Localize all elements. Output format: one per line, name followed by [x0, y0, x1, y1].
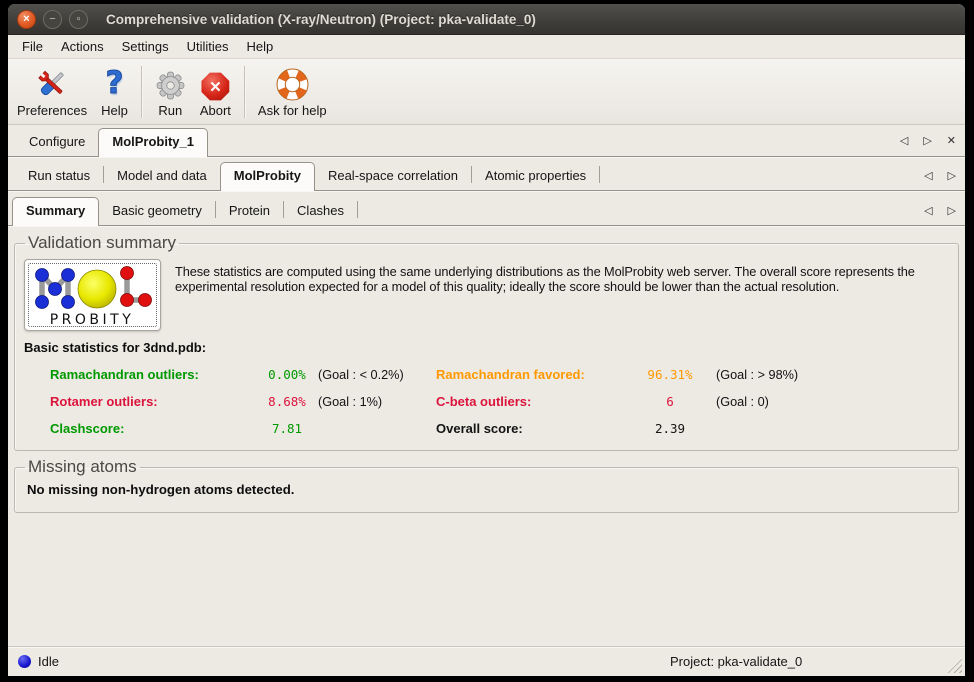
run-button[interactable]: Run — [148, 64, 193, 118]
abort-button[interactable]: ✕ Abort — [193, 64, 238, 118]
result-tab-controls: ◁ ▷ — [924, 160, 956, 190]
preferences-label: Preferences — [17, 103, 88, 118]
tab-summary[interactable]: Summary — [12, 197, 100, 226]
stats-grid: Ramachandran outliers: 0.00% (Goal : < 0… — [50, 367, 949, 436]
stat-goal: (Goal : < 0.2%) — [318, 368, 404, 382]
status-dot-icon — [18, 655, 31, 668]
tab-separator — [599, 166, 601, 183]
tab-separator — [471, 166, 473, 183]
molprobity-tab-bar: Summary Basic geometry Protein Clashes ◁… — [8, 195, 965, 226]
help-label: Help — [101, 103, 128, 118]
tab-model-and-data[interactable]: Model and data — [117, 168, 207, 183]
tab-protein[interactable]: Protein — [228, 203, 271, 218]
tab-clashes[interactable]: Clashes — [297, 203, 345, 218]
stat-goal: (Goal : 1%) — [318, 395, 383, 409]
tab-molprobity[interactable]: MolProbity — [219, 162, 315, 191]
status-text: Idle — [38, 654, 59, 669]
summary-panel: Validation summary — [8, 226, 965, 646]
tools-icon — [35, 64, 69, 101]
stat-value: 8.68% — [268, 394, 306, 409]
validation-summary-title: Validation summary — [28, 233, 177, 252]
missing-atoms-message: No missing non-hydrogen atoms detected. — [27, 482, 295, 497]
tab-scroll-right-icon[interactable]: ▷ — [947, 169, 956, 182]
app-window: × − ▫ Comprehensive validation (X-ray/Ne… — [8, 4, 965, 676]
validation-summary-groupbox: Validation summary — [14, 233, 959, 451]
stat-label: Clashscore: — [50, 421, 125, 436]
resize-grip[interactable] — [947, 658, 962, 673]
toolbar-separator — [140, 66, 142, 118]
tab-separator — [283, 201, 285, 218]
menu-file[interactable]: File — [22, 39, 43, 54]
menu-help[interactable]: Help — [246, 39, 274, 54]
help-button[interactable]: ? Help — [94, 64, 135, 119]
stat-label: Rotamer outliers: — [50, 394, 158, 409]
tab-scroll-left-icon[interactable]: ◁ — [899, 135, 909, 147]
logo-probity-text: PROBITY — [50, 312, 135, 328]
tab-molprobity-1[interactable]: MolProbity_1 — [98, 128, 208, 157]
tab-scroll-left-icon[interactable]: ◁ — [924, 169, 933, 182]
stat-goal: (Goal : 0) — [716, 395, 769, 409]
tab-real-space-correlation[interactable]: Real-space correlation — [327, 168, 459, 183]
missing-atoms-title: Missing atoms — [28, 457, 137, 476]
result-tab-bar: Run status Model and data MolProbity Rea… — [8, 160, 965, 191]
tab-basic-geometry[interactable]: Basic geometry — [112, 203, 202, 218]
statusbar: Idle Project: pka-validate_0 — [8, 646, 965, 676]
summary-description: These statistics are computed using the … — [175, 264, 915, 295]
stat-value: 6 — [666, 394, 674, 409]
tab-atomic-properties[interactable]: Atomic properties — [485, 168, 587, 183]
stat-label: Ramachandran favored: — [436, 367, 585, 382]
ask-for-help-button[interactable]: Ask for help — [251, 64, 334, 118]
stat-label: C-beta outliers: — [436, 394, 532, 409]
gear-icon — [155, 64, 186, 101]
stats-heading: Basic statistics for 3dnd.pdb: — [24, 340, 207, 355]
tab-close-icon[interactable]: ✕ — [946, 135, 956, 147]
tab-scroll-right-icon[interactable]: ▷ — [947, 204, 956, 217]
tab-separator — [357, 201, 359, 218]
run-label: Run — [158, 103, 183, 118]
titlebar: × − ▫ Comprehensive validation (X-ray/Ne… — [8, 4, 965, 35]
window-minimize-button[interactable]: − — [43, 9, 62, 29]
missing-atoms-groupbox: Missing atoms No missing non-hydrogen at… — [14, 457, 959, 513]
abort-icon: ✕ — [201, 64, 230, 101]
molprobity-logo: PROBITY — [24, 259, 161, 331]
window-maximize-button[interactable]: ▫ — [69, 9, 88, 29]
lifebuoy-icon — [276, 64, 309, 101]
top-tab-controls: ◁ ▷ ✕ — [900, 125, 956, 156]
stat-label: Ramachandran outliers: — [50, 367, 199, 382]
ask-for-help-label: Ask for help — [257, 103, 327, 118]
tab-configure[interactable]: Configure — [29, 134, 86, 149]
menubar: File Actions Settings Utilities Help — [8, 35, 965, 59]
preferences-button[interactable]: Preferences — [10, 64, 94, 118]
status-project: Project: pka-validate_0 — [670, 654, 803, 669]
tab-separator — [103, 166, 105, 183]
tab-scroll-right-icon[interactable]: ▷ — [923, 135, 932, 147]
abort-label: Abort — [199, 103, 231, 118]
stat-value: 96.31% — [647, 367, 693, 382]
stat-value: 7.81 — [271, 421, 303, 436]
tab-separator — [214, 201, 216, 218]
menu-actions[interactable]: Actions — [60, 39, 104, 54]
toolbar: Preferences ? Help Run — [8, 59, 965, 125]
stat-value: 2.39 — [654, 421, 686, 436]
stat-value: 0.00% — [268, 367, 306, 382]
top-tab-bar: Configure MolProbity_1 ◁ ▷ ✕ — [8, 125, 965, 157]
question-icon: ? — [105, 65, 124, 102]
window-close-button[interactable]: × — [17, 9, 36, 29]
menu-utilities[interactable]: Utilities — [186, 39, 229, 54]
menu-settings[interactable]: Settings — [121, 39, 169, 54]
toolbar-separator — [243, 66, 245, 118]
molprobity-tab-controls: ◁ ▷ — [924, 195, 956, 225]
tab-run-status[interactable]: Run status — [28, 168, 91, 183]
stat-label: Overall score: — [436, 421, 523, 436]
tab-scroll-left-icon[interactable]: ◁ — [924, 204, 933, 217]
window-title: Comprehensive validation (X-ray/Neutron)… — [106, 11, 536, 27]
stat-goal: (Goal : > 98%) — [716, 368, 799, 382]
